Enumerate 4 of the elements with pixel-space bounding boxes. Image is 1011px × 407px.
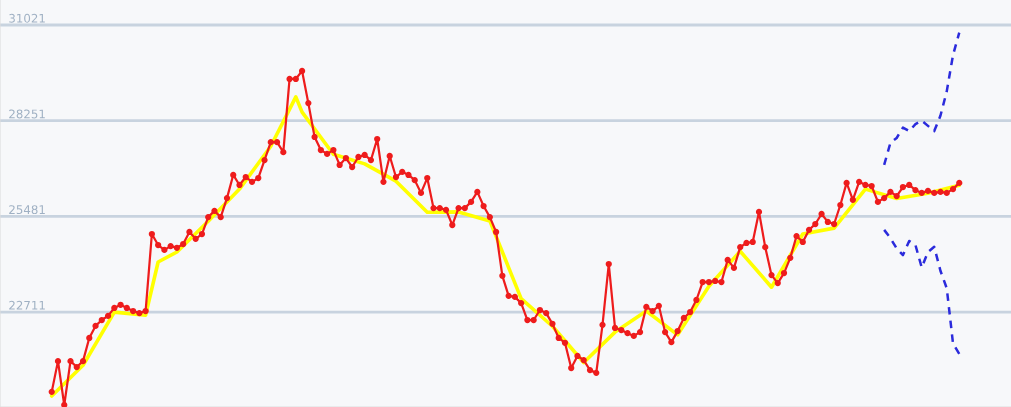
y-tick-label: 31021 xyxy=(9,13,45,23)
y-tick-label: 22711 xyxy=(9,300,45,310)
y-tick-label: 28251 xyxy=(9,109,45,119)
y-tick-label: 25481 xyxy=(9,205,45,215)
